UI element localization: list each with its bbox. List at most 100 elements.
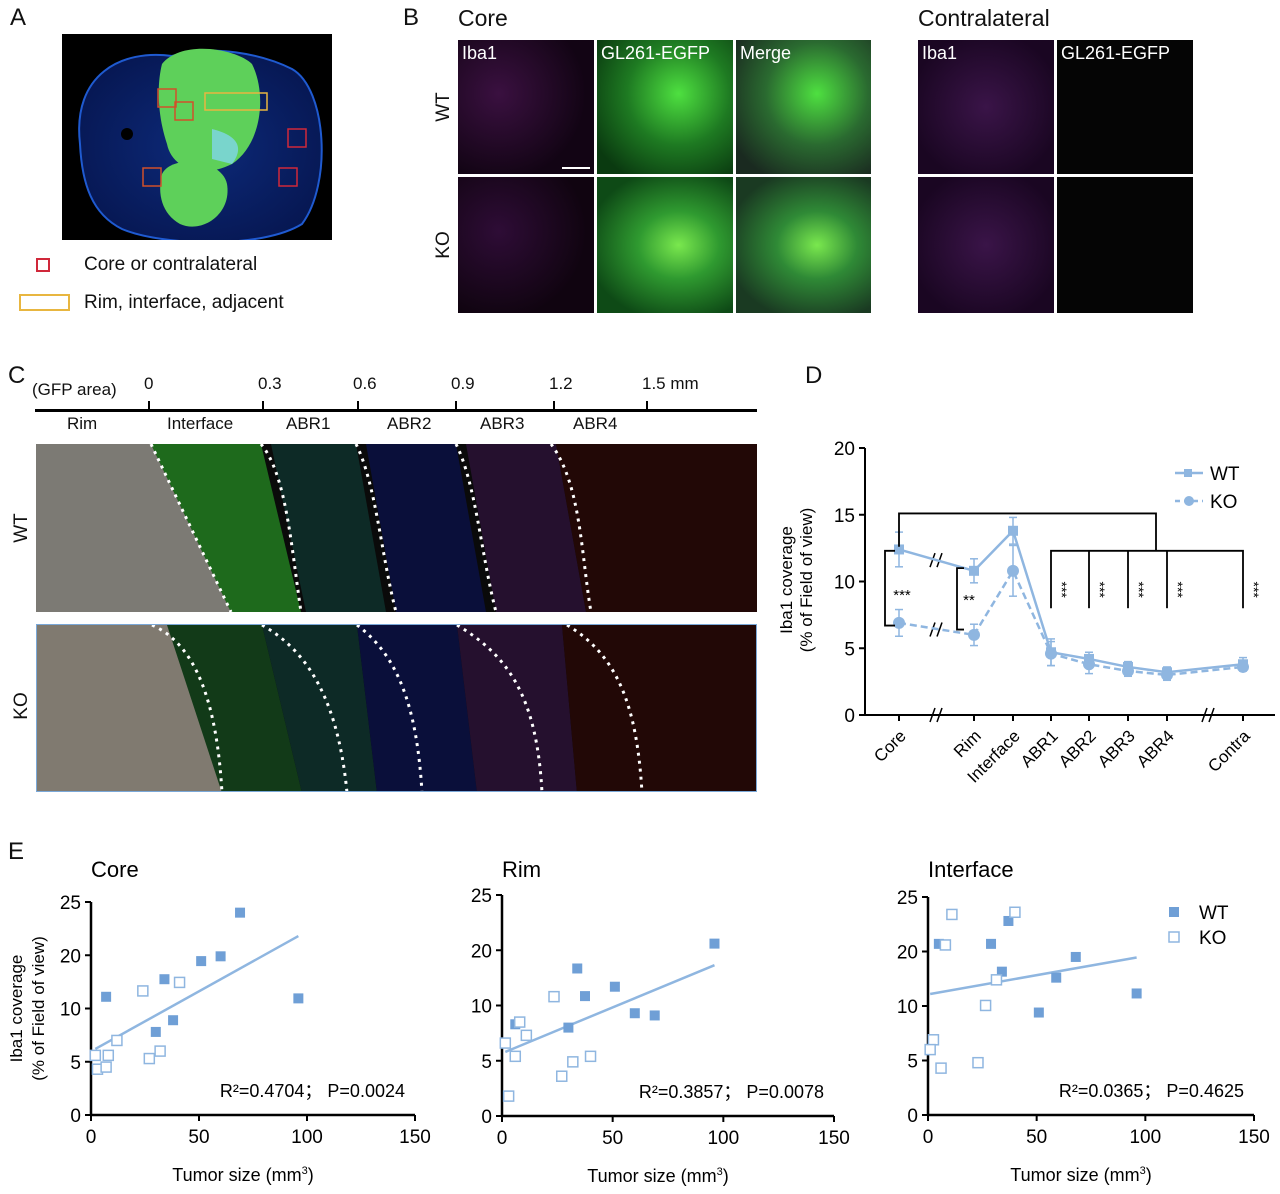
- x-tick-label: Core: [870, 726, 909, 765]
- data-point-ko: [939, 939, 952, 951]
- micrograph-core-ko-gfp: [597, 177, 733, 313]
- regression-line: [504, 964, 715, 1054]
- data-point-wt: [1131, 988, 1142, 999]
- data-point-ko: [173, 976, 186, 989]
- scale-tick-label: 0.3: [258, 374, 282, 393]
- regression-stats: R²=0.0365； P=0.4625: [1059, 1081, 1244, 1101]
- data-point-wt: [293, 993, 304, 1004]
- x-tick-label: 100: [1129, 1127, 1161, 1148]
- data-point-ko: [513, 1016, 526, 1028]
- core-roi-box: [142, 167, 162, 187]
- scale-tick-label: 0.9: [451, 374, 475, 393]
- scatter-rim: Rim 0 5 10 20 25 0 50 100 150 Tumor size (mm3) R²=0…: [471, 857, 850, 1186]
- channel-label: Iba1: [462, 43, 498, 63]
- axis-break-icon: [1201, 707, 1208, 723]
- axis-break-icon: [936, 707, 943, 723]
- region-label: ABR2: [387, 414, 432, 433]
- significance-stars: ***: [1092, 582, 1108, 599]
- data-point-ko: [137, 985, 149, 997]
- micrograph-contra-wt-iba1: Iba1: [918, 40, 1054, 174]
- data-point-wt: [996, 966, 1007, 977]
- data-point-wt: [101, 991, 112, 1002]
- x-tick-label: 0: [497, 1128, 508, 1149]
- x-tick-label: ABR4: [1133, 726, 1178, 771]
- chart-title: Core: [91, 857, 139, 882]
- scale-tick: [148, 401, 150, 410]
- brain-section-image: [62, 34, 332, 244]
- data-point-ko: [990, 974, 1003, 986]
- legend-label: KO: [1210, 492, 1237, 513]
- y-tick-label: 10: [60, 1000, 81, 1021]
- data-point-ko: [89, 1049, 102, 1062]
- chart-title: Interface: [928, 857, 1014, 882]
- x-tick-label: 150: [818, 1128, 850, 1149]
- x-tick-label: ABR3: [1094, 726, 1139, 771]
- data-point-wt: [709, 938, 720, 949]
- scatter-interface: Interface 0 5 10 20 25 0 50 100 150 Tumor size (mm…: [897, 857, 1270, 1185]
- data-point-ko: [1237, 660, 1249, 673]
- y-tick-label: 25: [471, 886, 492, 907]
- data-point-wt: [986, 938, 997, 949]
- panel-label-a: A: [10, 4, 27, 31]
- legend-marker-icon: [1168, 931, 1180, 943]
- scale-tick: [553, 401, 555, 410]
- y-tick-label: 5: [844, 639, 855, 660]
- significance-stars: ***: [893, 587, 911, 604]
- brain-section-drawing: [78, 48, 323, 244]
- micrograph-core-wt-iba1: Iba1: [458, 40, 594, 174]
- core-roi-box: [157, 88, 177, 108]
- data-point-ko: [1083, 658, 1095, 671]
- row-label-wt: WT: [433, 92, 454, 122]
- scale-prefix: (GFP area): [32, 380, 117, 399]
- data-point-wt: [1003, 915, 1014, 926]
- x-tick-label: 150: [1238, 1127, 1270, 1148]
- significance-bracket: [898, 512, 1157, 551]
- legend-label: KO: [1199, 928, 1226, 949]
- x-tick-label: 50: [602, 1128, 623, 1149]
- y-tick-label: 20: [471, 941, 492, 962]
- data-point-ko: [927, 1034, 940, 1046]
- region-label: ABR3: [480, 414, 525, 433]
- significance-stars: ***: [1170, 582, 1186, 599]
- data-point-ko: [935, 1062, 947, 1074]
- y-tick-label: 10: [897, 997, 918, 1018]
- axis-break-icon: [929, 707, 936, 723]
- region-label: Interface: [167, 414, 234, 433]
- row-label-ko: KO: [11, 692, 32, 720]
- data-point-ko: [100, 1061, 112, 1073]
- y-tick-label: 5: [70, 1053, 81, 1074]
- series-line-ko: [898, 621, 975, 637]
- y-axis-label: (% of Field of view): [29, 936, 48, 1081]
- legend-red-square-icon: [36, 258, 50, 272]
- x-tick-label: 0: [86, 1127, 97, 1148]
- data-point-wt: [150, 1026, 161, 1037]
- data-point-ko: [968, 628, 980, 641]
- x-tick-label: 50: [1026, 1127, 1047, 1148]
- legend-yellow-rect-icon: [19, 294, 70, 311]
- legend-marker-icon: [1184, 496, 1194, 506]
- y-tick-label: 25: [897, 888, 918, 909]
- data-point-ko: [154, 1045, 166, 1057]
- x-tick-label: 100: [291, 1127, 323, 1148]
- data-point-wt: [563, 1022, 574, 1033]
- significance-stars: **: [963, 592, 975, 609]
- scale-tick-label: 0: [144, 374, 154, 393]
- x-tick-label: 0: [923, 1127, 934, 1148]
- data-point-wt: [1008, 525, 1018, 536]
- data-point-wt: [159, 974, 170, 985]
- data-point-wt: [649, 1010, 660, 1021]
- x-tick-label: 100: [707, 1128, 739, 1149]
- y-tick-label: 20: [60, 946, 81, 967]
- region-label: Rim: [67, 414, 98, 433]
- y-tick-label: 0: [844, 706, 855, 727]
- y-tick-label: 10: [834, 573, 855, 594]
- x-axis-label: Tumor size (mm3): [172, 1165, 313, 1185]
- x-tick-label: Contra: [1204, 726, 1254, 776]
- y-tick-label: 0: [907, 1106, 918, 1127]
- data-point-ko: [502, 1090, 515, 1102]
- data-point-wt: [215, 951, 226, 962]
- series-line-wt: [973, 528, 1244, 674]
- scale-tick: [646, 401, 648, 410]
- micrograph-core-wt-merge: Merge: [736, 40, 871, 174]
- regression-line: [929, 956, 1137, 996]
